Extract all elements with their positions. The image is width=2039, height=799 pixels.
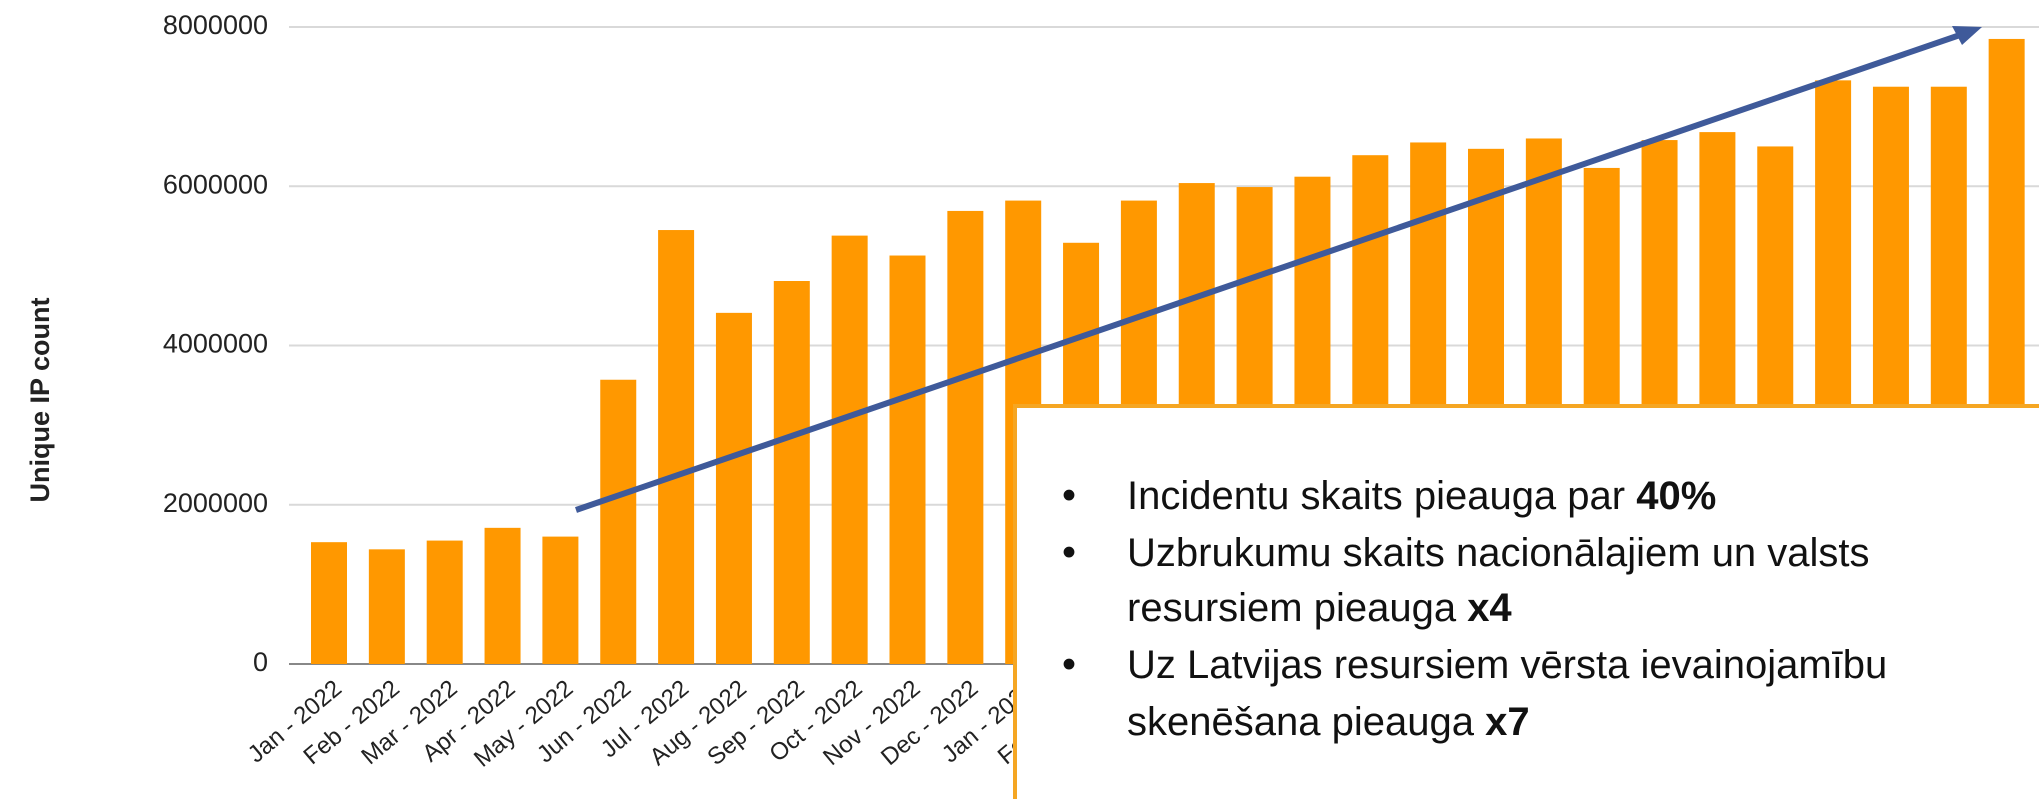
note-line: resursiem pieauga x4 xyxy=(1127,586,1512,630)
note-text: x4 xyxy=(1467,586,1512,630)
note-line: Uz Latvijas resursiem vērsta ievainojamī… xyxy=(1127,643,1887,687)
y-tick-label: 4000000 xyxy=(163,329,268,359)
note-text: Uz Latvijas resursiem vērsta ievainojamī… xyxy=(1127,643,1887,687)
note-text: Incidentu skaits pieauga par xyxy=(1127,474,1636,518)
note-box xyxy=(1013,404,2039,799)
note-line: Uzbrukumu skaits nacionālajiem un valsts xyxy=(1127,531,1870,575)
bar xyxy=(600,379,637,664)
bar xyxy=(311,542,347,664)
y-tick-label: 0 xyxy=(253,647,268,677)
note-text: resursiem pieauga xyxy=(1127,586,1467,630)
bar xyxy=(947,210,984,664)
y-tick-label: 2000000 xyxy=(163,488,268,518)
arrow-head xyxy=(1952,26,1982,45)
note-text: skenēšana pieauga xyxy=(1127,700,1485,744)
bar xyxy=(368,549,405,664)
bar xyxy=(773,281,810,664)
trend-arrow xyxy=(575,32,1961,513)
note-text: Uzbrukumu skaits nacionālajiem un valsts xyxy=(1127,531,1870,575)
bullet: • xyxy=(1062,643,1076,687)
bar xyxy=(889,255,926,664)
y-tick-label: 6000000 xyxy=(163,169,268,199)
notes: • Incidentu skaits pieauga par 40% • Uzbruk… xyxy=(1062,474,1887,744)
bar xyxy=(715,312,752,664)
bar xyxy=(484,527,521,664)
note-line: skenēšana pieauga x7 xyxy=(1127,700,1530,744)
bullet: • xyxy=(1062,474,1076,518)
note-text: 40% xyxy=(1636,474,1716,518)
bar xyxy=(831,235,868,664)
bar xyxy=(658,230,695,664)
note-text: x7 xyxy=(1485,700,1530,744)
bar xyxy=(426,540,463,664)
bar xyxy=(542,536,579,664)
note-line: Incidentu skaits pieauga par 40% xyxy=(1127,474,1716,518)
y-tick-label: 8000000 xyxy=(163,10,268,40)
bullet: • xyxy=(1062,531,1076,575)
y-axis-label: Unique IP count xyxy=(25,297,55,502)
